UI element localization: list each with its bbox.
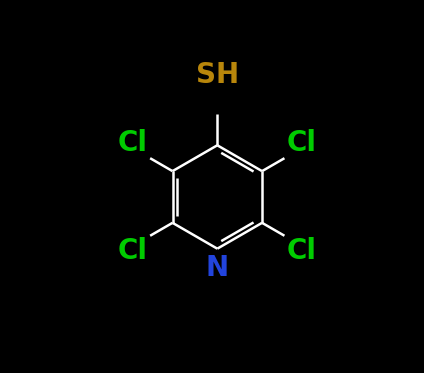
Text: SH: SH [196, 61, 239, 89]
Text: Cl: Cl [287, 237, 317, 265]
Text: Cl: Cl [287, 129, 317, 157]
Text: Cl: Cl [117, 129, 148, 157]
Text: N: N [206, 254, 229, 282]
Text: Cl: Cl [117, 237, 148, 265]
